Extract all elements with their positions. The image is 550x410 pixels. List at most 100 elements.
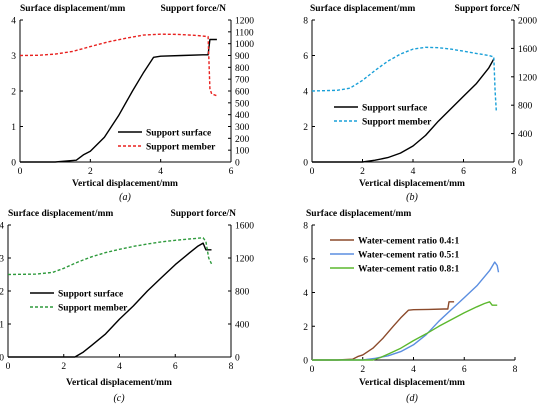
panel-c-series-line [8, 242, 212, 358]
panel-a-y-tick-label-right: 500 [235, 99, 250, 109]
panel-c-y-tick-label-right: 1600 [235, 222, 254, 232]
panel-a-y-tick-label-right: 0 [235, 159, 240, 169]
panel-b: Surface displacement/mm Support force/N … [303, 4, 537, 203]
panel-b-series-line [311, 46, 497, 111]
panel-d: Surface displacement/mm Vertical displac… [303, 209, 517, 404]
panel-a-x-tick-label: 2 [88, 167, 93, 177]
panel-d-series-line [312, 301, 498, 361]
panel-c-caption: (c) [113, 393, 125, 404]
panel-c-xlabel: Vertical displacement/mm [66, 378, 172, 388]
panel-b-x-tick-label: 6 [461, 167, 466, 177]
panel-d-y-tick-label-left: 8 [303, 222, 308, 232]
panel-d-y-tick-label-left: 4 [303, 289, 308, 299]
panel-b-x-tick-label: 4 [411, 167, 416, 177]
panel-c-x-tick-label: 8 [229, 362, 234, 372]
panel-b-ylabel-left: Surface displacement/mm [310, 4, 415, 14]
panel-b-x-tick-label: 2 [360, 167, 365, 177]
panel-c-x-tick-label: 0 [6, 362, 11, 372]
panel-c: Surface displacement/mm Support force/N … [0, 209, 254, 404]
panel-c-y-tick-label-left: 4 [0, 222, 4, 232]
panel-b-legend-label: Support surface [362, 104, 427, 114]
panel-d-caption: (d) [406, 393, 418, 404]
panel-b-series-line [312, 58, 495, 163]
panel-a-x-tick-label: 4 [158, 167, 163, 177]
panel-b-y-tick-label-left: 6 [303, 52, 308, 62]
panel-c-x-tick-label: 2 [61, 362, 66, 372]
panel-a-legend-label: Support member [146, 143, 216, 153]
panel-c-y-tick-label-left: 3 [0, 255, 4, 265]
panel-b-x-tick-label: 0 [310, 167, 315, 177]
panel-a-y-tick-label-right: 1100 [235, 28, 254, 38]
panel-a-xlabel: Vertical displacement/mm [72, 179, 178, 189]
panel-a-x-tick-label: 0 [18, 167, 23, 177]
panel-a-y-tick-label-left: 3 [11, 52, 16, 62]
panel-b-legend-label: Support member [362, 118, 432, 128]
panel-c-y-tick-label-right: 800 [235, 288, 250, 298]
panel-a-y-tick-label-right: 400 [235, 111, 250, 121]
panel-a-legend-label: Support surface [146, 129, 211, 139]
panel-c-y-tick-label-left: 1 [0, 321, 4, 331]
panel-c-ylabel-right: Support force/N [170, 209, 236, 219]
panel-c-legend-label: Support member [58, 304, 128, 314]
panel-a-y-tick-label-left: 4 [11, 17, 16, 27]
panel-c-y-tick-label-left: 2 [0, 288, 4, 298]
panel-a-caption: (a) [119, 192, 131, 203]
panel-d-x-tick-label: 6 [462, 365, 467, 375]
panel-b-x-tick-label: 8 [512, 167, 517, 177]
panel-d-x-tick-label: 0 [310, 365, 315, 375]
panel-a-y-tick-label-right: 700 [235, 76, 250, 86]
panel-a-y-tick-label-right: 100 [235, 147, 250, 157]
panel-d-series-line [312, 301, 455, 361]
panel-b-y-tick-label-left: 2 [303, 123, 308, 133]
panel-b-xlabel: Vertical displacement/mm [359, 179, 465, 189]
panel-d-x-tick-label: 2 [360, 365, 365, 375]
panel-a-y-tick-label-left: 0 [11, 159, 16, 169]
panel-c-legend-label: Support surface [58, 290, 123, 300]
panel-a-x-tick-label: 6 [229, 167, 234, 177]
panel-a-y-tick-label-right: 1000 [235, 40, 254, 50]
panel-b-y-tick-label-right: 1200 [518, 73, 537, 83]
panel-b-y-tick-label-left: 8 [303, 17, 308, 27]
panel-a: Surface displacement/mm Support force/N … [11, 4, 254, 203]
panel-a-ylabel-left: Surface displacement/mm [20, 4, 125, 14]
panel-b-y-tick-label-left: 0 [303, 159, 308, 169]
panel-d-ylabel-left: Surface displacement/mm [306, 209, 411, 219]
panel-d-legend-label: Water-cement ratio 0.4:1 [358, 237, 459, 247]
panel-d-y-tick-label-left: 6 [303, 255, 308, 265]
panel-b-y-tick-label-right: 2000 [518, 17, 537, 27]
panel-a-y-tick-label-right: 200 [235, 135, 250, 145]
panel-d-xlabel: Vertical displacement/mm [359, 378, 465, 388]
panel-a-y-tick-label-right: 600 [235, 88, 250, 98]
panel-d-y-tick-label-left: 0 [303, 357, 308, 367]
panel-b-caption: (b) [406, 192, 418, 203]
panel-c-y-tick-label-right: 400 [235, 321, 250, 331]
panel-a-y-tick-label-right: 1200 [235, 17, 254, 27]
panel-a-series-line [20, 38, 217, 163]
panel-a-y-tick-label-left: 1 [11, 123, 16, 133]
panel-d-x-tick-label: 8 [513, 365, 518, 375]
panel-a-series-line [19, 33, 218, 97]
panel-a-y-tick-label-left: 2 [11, 88, 16, 98]
panel-a-y-tick-label-right: 900 [235, 52, 250, 62]
panel-c-x-tick-label: 4 [117, 362, 122, 372]
panel-b-y-tick-label-right: 400 [518, 130, 533, 140]
panel-b-y-tick-label-right: 800 [518, 102, 533, 112]
panel-a-y-tick-label-right: 300 [235, 123, 250, 133]
panel-c-y-tick-label-right: 0 [235, 354, 240, 364]
panel-c-ylabel-left: Surface displacement/mm [8, 209, 113, 219]
panel-b-y-tick-label-right: 1600 [518, 45, 537, 55]
panel-d-x-tick-label: 4 [411, 365, 416, 375]
panel-a-y-tick-label-right: 800 [235, 64, 250, 74]
panel-c-y-tick-label-left: 0 [0, 354, 4, 364]
panel-b-y-tick-label-right: 0 [518, 159, 523, 169]
panel-c-series-line [7, 237, 213, 276]
panel-d-legend-label: Water-cement ratio 0.8:1 [358, 265, 459, 275]
panel-d-legend-label: Water-cement ratio 0.5:1 [358, 251, 459, 261]
panel-b-y-tick-label-left: 4 [303, 88, 308, 98]
panel-c-x-tick-label: 6 [173, 362, 178, 372]
panel-d-y-tick-label-left: 2 [303, 323, 308, 333]
panel-b-ylabel-right: Support force/N [454, 4, 520, 14]
panel-c-y-tick-label-right: 1200 [235, 255, 254, 265]
panel-a-ylabel-right: Support force/N [160, 4, 226, 14]
